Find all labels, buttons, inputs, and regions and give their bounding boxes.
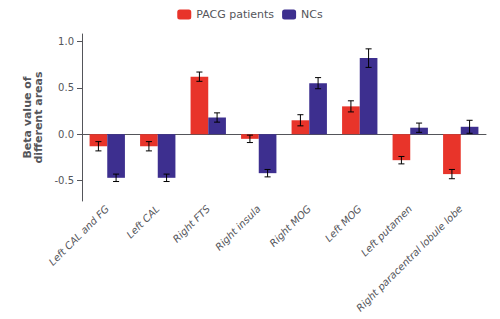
svg-text:Left MOG: Left MOG (323, 203, 364, 244)
svg-text:1.0: 1.0 (58, 36, 74, 47)
svg-text:-0.5: -0.5 (54, 175, 74, 186)
svg-text:NCs: NCs (301, 8, 323, 21)
svg-text:PACG patients: PACG patients (196, 8, 274, 21)
svg-text:Right FTS: Right FTS (171, 203, 213, 245)
svg-text:Left putamen: Left putamen (359, 203, 414, 258)
svg-text:Beta value of: Beta value of (20, 76, 34, 159)
svg-text:Left CAL and FG: Left CAL and FG (47, 203, 112, 268)
svg-text:0.5: 0.5 (58, 82, 74, 93)
svg-text:Right paracentral lobule lobe: Right paracentral lobule lobe (354, 203, 464, 313)
svg-text:0.0: 0.0 (58, 129, 74, 140)
svg-text:Right MOG: Right MOG (267, 203, 313, 249)
svg-text:Right insula: Right insula (213, 203, 262, 252)
svg-text:Left CAL: Left CAL (124, 203, 161, 240)
svg-text:different areas: different areas (32, 71, 45, 164)
